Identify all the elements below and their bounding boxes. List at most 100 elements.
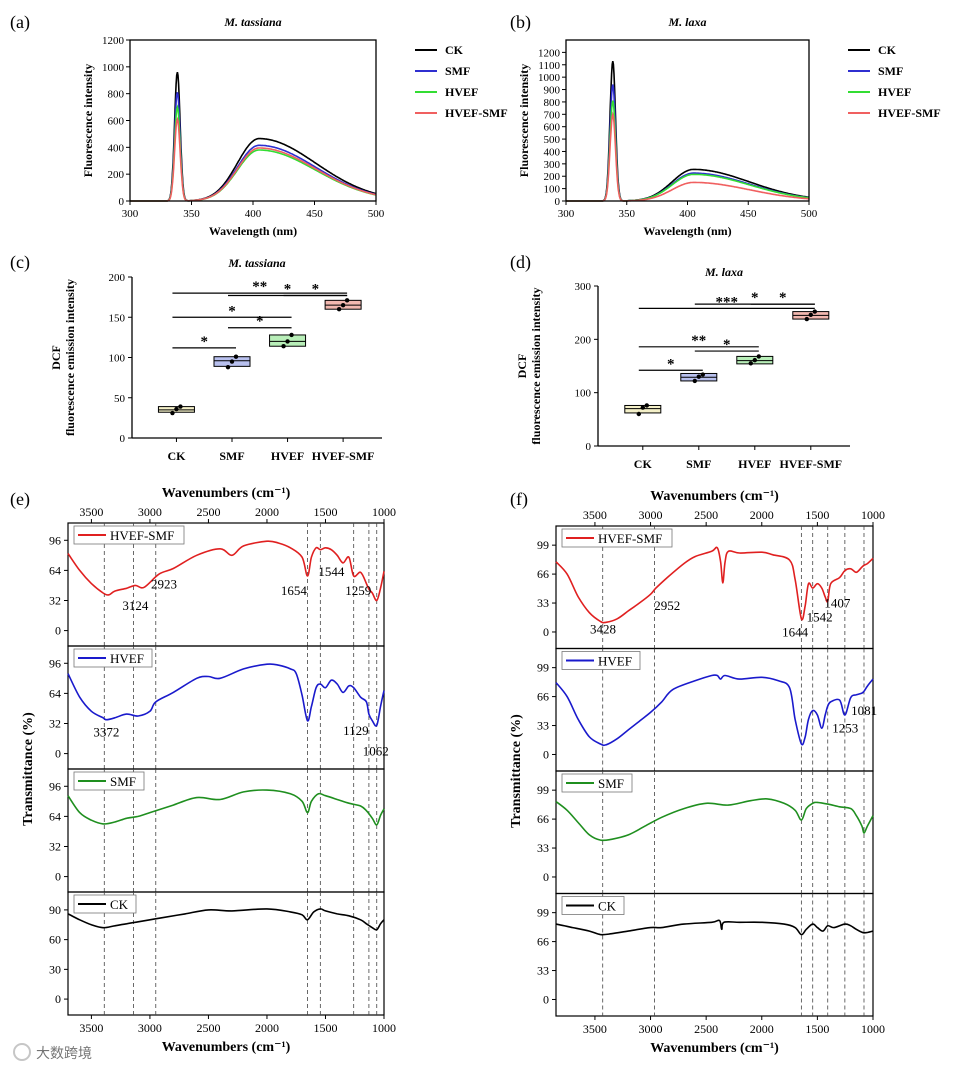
plot-frame (129, 39, 377, 202)
box-chart-c: M. tassiana 0 50 100 150 200 CK SMF HVEF HVEF-SMF… (49, 256, 382, 463)
y-tick-label: 64 (49, 809, 61, 823)
y-tick-label: 99 (537, 783, 549, 797)
x-axis-label: Wavelength (nm) (643, 224, 731, 238)
legend-label: HVEF-SMF (445, 106, 508, 120)
y-tick-label: 1200 (538, 47, 561, 59)
y-axis-label: DCF (515, 354, 529, 379)
data-point (696, 374, 701, 379)
data-point (812, 309, 817, 314)
y-tick-label: 66 (537, 935, 549, 949)
y-tick-label: 400 (544, 146, 561, 158)
series-line-HVEF-SMF (566, 111, 809, 202)
y-tick-label: 33 (537, 841, 549, 855)
panel-label: (c) (10, 252, 30, 273)
significance-label: * (228, 303, 236, 319)
y-tick-label: 700 (544, 109, 561, 121)
x-tick-label: 1000 (372, 1021, 396, 1035)
legend-box (561, 773, 633, 793)
y-tick-label: 32 (49, 839, 61, 853)
data-point (285, 339, 290, 344)
watermark-text: 大数跨境 (36, 1046, 92, 1062)
spectrum-line-SMF (555, 798, 874, 842)
y-tick-label: 100 (109, 353, 126, 365)
spectrum-line-CK (67, 908, 385, 931)
x-tick-label: 1000 (861, 1022, 885, 1036)
legend-label: HVEF-SMF (598, 531, 662, 546)
y-tick-label: 96 (49, 656, 61, 670)
plot-frame (565, 39, 810, 202)
data-point (756, 354, 761, 359)
y-tick-label: 200 (544, 171, 561, 183)
x-tick-label-top: 3500 (583, 508, 607, 522)
spectrum-line-HVEF (555, 674, 874, 747)
x-tick-label-top: 1000 (861, 508, 885, 522)
stack-frame-CK (555, 892, 874, 1017)
y-tick-label: 1100 (538, 60, 560, 72)
x-tick-label-top: 2500 (694, 508, 718, 522)
data-point (340, 302, 346, 308)
x-tick-label: 300 (558, 208, 575, 220)
y-tick-label: 0 (543, 625, 549, 639)
x-tick-label: 500 (368, 208, 385, 220)
y-tick-label: 64 (49, 686, 61, 700)
y-tick-label: 64 (49, 563, 61, 577)
y-tick-label: 99 (537, 661, 549, 675)
y-tick-label: 0 (55, 992, 61, 1006)
y-tick-label: 66 (537, 812, 549, 826)
legend-label: HVEF-SMF (878, 106, 941, 120)
y-tick-label: 99 (537, 906, 549, 920)
legend-label: HVEF-SMF (110, 528, 174, 543)
y-tick-label: 0 (55, 747, 61, 761)
data-point (229, 359, 235, 364)
legend-box (73, 648, 153, 668)
x-tick-label: 2000 (255, 1021, 279, 1035)
data-point (808, 312, 813, 317)
chart-title: M. laxa (704, 265, 743, 279)
data-point (692, 378, 697, 384)
x-tick-label: HVEF (738, 457, 771, 471)
legend-label: CK (445, 43, 464, 57)
peak-annotation: 2923 (151, 576, 177, 591)
x-axis-label-top: Wavenumbers (cm⁻¹) (162, 486, 291, 501)
data-point (281, 344, 286, 349)
significance-label: * (667, 356, 675, 372)
data-point (700, 372, 705, 377)
legend-label: SMF (445, 64, 470, 78)
peak-annotation: 1644 (782, 624, 809, 639)
y-tick-label: 0 (543, 870, 549, 884)
y-tick-label: 0 (543, 747, 549, 761)
legend-label: HVEF (598, 654, 632, 669)
legend-label: CK (878, 43, 897, 57)
y-tick-label: 0 (119, 196, 125, 208)
y-tick-label: 1200 (102, 35, 125, 47)
peak-annotation: 1407 (824, 595, 851, 610)
y-tick-label: 800 (108, 89, 125, 101)
y-tick-label: 0 (586, 441, 592, 453)
y-tick-label: 96 (49, 533, 61, 547)
y-tick-label: 60 (49, 933, 61, 947)
significance-label: * (284, 282, 292, 298)
peak-annotation: 1062 (363, 743, 389, 758)
significance-label: ** (691, 333, 706, 349)
significance-label: * (312, 282, 320, 298)
y-tick-label: 500 (544, 134, 561, 146)
data-point (748, 361, 753, 366)
y-tick-label: 300 (544, 159, 561, 171)
legend-box (73, 525, 185, 545)
significance-label: * (751, 290, 759, 306)
x-axis-label: Wavenumbers (cm⁻¹) (162, 1040, 291, 1055)
significance-label: * (723, 337, 731, 353)
y-axis-label: fluorescence emission intensity (63, 279, 77, 436)
peak-annotation: 3372 (93, 725, 119, 740)
y-tick-label: 800 (544, 97, 561, 109)
y-tick-label: 50 (114, 393, 126, 405)
ftir-chart-e: Wavenumbers (cm⁻¹)3500 3000 2500 2000 1500 10… (21, 486, 396, 1055)
peak-annotation: 3124 (122, 598, 149, 613)
y-tick-label: 1000 (102, 62, 125, 74)
y-tick-label: 900 (544, 85, 561, 97)
data-point (640, 405, 645, 410)
y-tick-label: 150 (109, 312, 126, 324)
x-tick-label: 1500 (805, 1022, 829, 1036)
